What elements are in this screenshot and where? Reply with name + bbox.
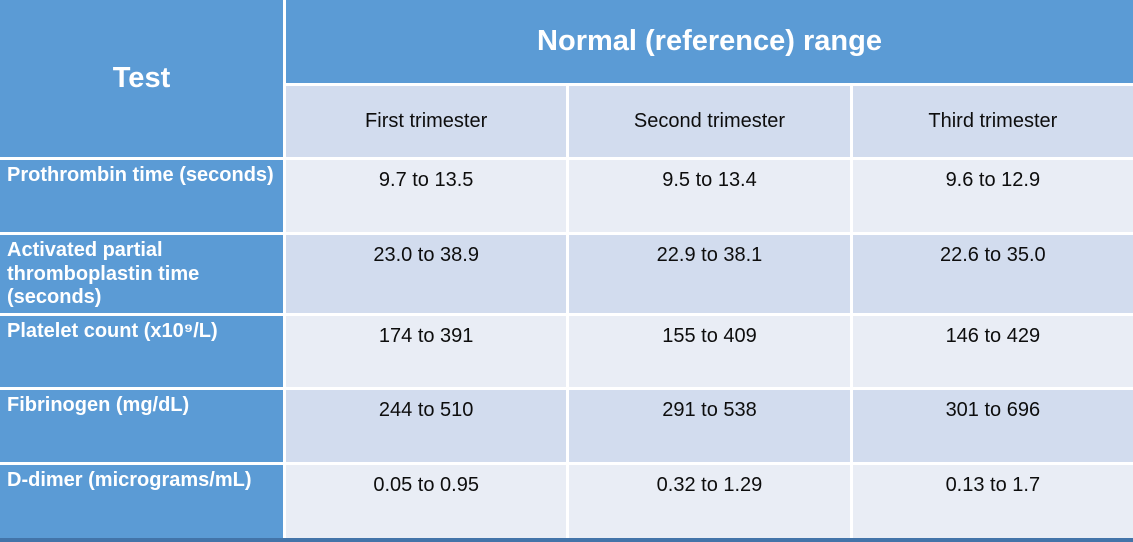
table-cell: 291 to 538 (569, 390, 850, 462)
table-cell: 174 to 391 (286, 316, 567, 387)
table-cell: 9.6 to 12.9 (852, 160, 1133, 232)
normal-range-group-header: Normal (reference) range (286, 0, 1133, 83)
row-label-aptt: Activated partial thromboplastin time (s… (0, 235, 283, 313)
table-cell: 9.7 to 13.5 (286, 160, 567, 232)
table-cell: 23.0 to 38.9 (286, 235, 567, 313)
table-cell: 0.32 to 1.29 (569, 465, 850, 538)
row-label-prothrombin-time: Prothrombin time (seconds) (0, 160, 283, 232)
row-label-platelet-count: Platelet count (x10⁹/L) (0, 316, 283, 387)
table-cell: 301 to 696 (852, 390, 1133, 462)
row-label-d-dimer: D-dimer (micrograms/mL) (0, 465, 283, 538)
table-cell: 155 to 409 (569, 316, 850, 387)
table-cell: 22.6 to 35.0 (852, 235, 1133, 313)
third-trimester-header: Third trimester (852, 86, 1133, 157)
table-cell: 0.05 to 0.95 (286, 465, 567, 538)
table-cell: 22.9 to 38.1 (569, 235, 850, 313)
table-cell: 244 to 510 (286, 390, 567, 462)
row-label-fibrinogen: Fibrinogen (mg/dL) (0, 390, 283, 462)
table-cell: 9.5 to 13.4 (569, 160, 850, 232)
first-trimester-header: First trimester (286, 86, 567, 157)
table-cell: 146 to 429 (852, 316, 1133, 387)
table-cell: 0.13 to 1.7 (852, 465, 1133, 538)
second-trimester-header: Second trimester (569, 86, 850, 157)
test-column-header: Test (0, 0, 283, 157)
